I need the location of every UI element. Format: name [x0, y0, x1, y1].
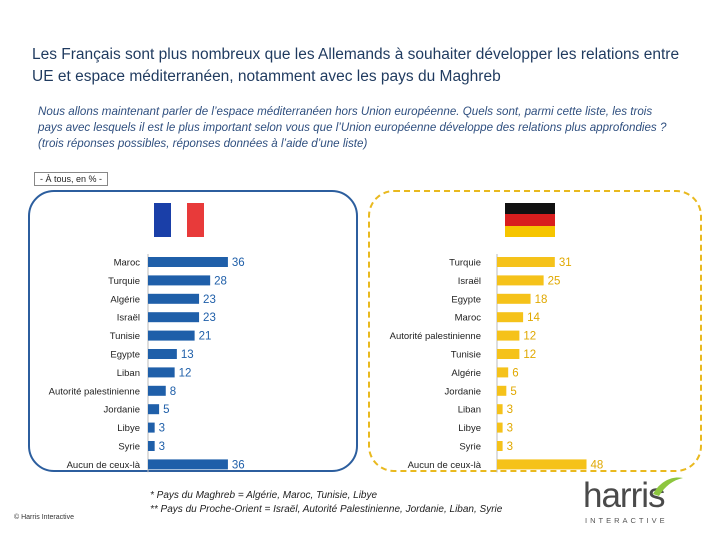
- copyright: © Harris Interactive: [14, 514, 75, 521]
- fr-bar-aucun-de-ceux-la: [148, 459, 228, 470]
- de-bar-autorite-palestinienne: [497, 330, 520, 341]
- de-category-label-algerie: Algérie: [451, 368, 481, 379]
- fr-category-label-maroc: Maroc: [114, 258, 141, 269]
- fr-bar-syrie: [148, 441, 155, 451]
- germany-flag-icon: [505, 203, 555, 237]
- de-category-label-maroc: Maroc: [455, 313, 482, 324]
- fr-category-label-tunisie: Tunisie: [110, 331, 140, 342]
- fr-category-label-algerie: Algérie: [110, 294, 140, 305]
- fr-category-label-turquie: Turquie: [108, 276, 140, 287]
- fr-value-label-israel: 23: [203, 312, 216, 324]
- de-bar-egypte: [497, 293, 531, 304]
- footnote-proche-orient: ** Pays du Proche-Orient = Israël, Autor…: [150, 504, 503, 515]
- chart-title: Les Français sont plus nombreux que les …: [32, 46, 680, 85]
- de-bar-turquie: [497, 257, 555, 267]
- de-bar-jordanie: [497, 385, 507, 396]
- logo-wordmark: harris: [583, 476, 666, 515]
- fr-value-label-algerie: 23: [203, 294, 216, 306]
- de-bar-tunisie: [497, 349, 520, 359]
- logo-subtitle: INTERACTIVE: [585, 516, 668, 525]
- fr-value-label-liban: 12: [179, 367, 192, 379]
- de-category-label-liban: Liban: [458, 405, 481, 416]
- fr-value-label-tunisie: 21: [199, 331, 212, 343]
- fr-bar-jordanie: [148, 404, 160, 415]
- fr-bar-liban: [148, 367, 175, 378]
- de-category-label-autorite-palestinienne: Autorité palestinienne: [390, 331, 481, 342]
- survey-question: Nous allons maintenant parler de l’espac…: [38, 105, 667, 150]
- fr-value-label-syrie: 3: [159, 441, 165, 453]
- de-bar-libye: [497, 422, 503, 433]
- de-category-label-aucun-de-ceux-la: Aucun de ceux-là: [408, 460, 482, 471]
- fr-category-label-israel: Israël: [117, 313, 140, 324]
- de-category-label-turquie: Turquie: [449, 258, 481, 269]
- fr-bar-israel: [148, 312, 200, 323]
- de-value-label-libye: 3: [507, 423, 513, 435]
- de-category-label-egypte: Egypte: [451, 294, 481, 305]
- france-panel: [28, 190, 358, 472]
- fr-category-label-syrie: Syrie: [118, 442, 140, 453]
- de-bar-syrie: [497, 441, 503, 451]
- de-value-label-syrie: 3: [507, 441, 513, 453]
- de-value-label-turquie: 31: [559, 257, 572, 269]
- france-flag-icon: [154, 203, 205, 237]
- de-value-label-autorite-palestinienne: 12: [523, 331, 536, 343]
- fr-bar-tunisie: [148, 330, 195, 341]
- harris-logo: harris INTERACTIVE: [583, 478, 693, 530]
- de-value-label-liban: 3: [507, 404, 513, 416]
- fr-category-label-jordanie: Jordanie: [104, 405, 140, 416]
- footnote-maghreb: * Pays du Maghreb = Algérie, Maroc, Tuni…: [150, 490, 378, 501]
- de-category-label-tunisie: Tunisie: [451, 350, 481, 361]
- fr-category-label-egypte: Egypte: [110, 350, 140, 361]
- footnotes: * Pays du Maghreb = Algérie, Maroc, Tuni…: [150, 489, 502, 517]
- fr-bar-turquie: [148, 275, 211, 286]
- germany-panel: [368, 190, 702, 472]
- de-value-label-algerie: 6: [512, 367, 518, 379]
- de-category-label-syrie: Syrie: [459, 442, 481, 453]
- de-bar-algerie: [497, 367, 509, 378]
- de-value-label-egypte: 18: [535, 294, 548, 306]
- fr-category-label-libye: Libye: [117, 423, 140, 434]
- fr-value-label-maroc: 36: [232, 257, 245, 269]
- fr-bar-egypte: [148, 349, 177, 359]
- de-category-label-libye: Libye: [458, 423, 481, 434]
- de-bar-aucun-de-ceux-la: [497, 459, 587, 470]
- de-bar-liban: [497, 404, 503, 415]
- fr-bar-libye: [148, 422, 155, 433]
- logo-swoosh-icon: [653, 477, 683, 496]
- de-bar-israel: [497, 275, 544, 286]
- fr-value-label-turquie: 28: [214, 275, 227, 287]
- fr-value-label-jordanie: 5: [163, 404, 169, 416]
- fr-bar-algerie: [148, 293, 200, 304]
- fr-category-label-aucun-de-ceux-la: Aucun de ceux-là: [67, 460, 141, 471]
- fr-bar-maroc: [148, 257, 228, 267]
- fr-value-label-autorite-palestinienne: 8: [170, 386, 176, 398]
- de-category-label-israel: Israël: [458, 276, 481, 287]
- de-value-label-jordanie: 5: [510, 386, 516, 398]
- fr-category-label-autorite-palestinienne: Autorité palestinienne: [49, 386, 140, 397]
- de-value-label-israel: 25: [548, 275, 561, 287]
- de-value-label-aucun-de-ceux-la: 48: [591, 459, 604, 471]
- de-bar-maroc: [497, 312, 524, 323]
- fr-value-label-aucun-de-ceux-la: 36: [232, 459, 245, 471]
- fr-category-label-liban: Liban: [117, 368, 140, 379]
- de-value-label-maroc: 14: [527, 312, 540, 324]
- de-category-label-jordanie: Jordanie: [445, 386, 481, 397]
- scope-label: - À tous, en % -: [34, 172, 109, 186]
- de-value-label-tunisie: 12: [523, 349, 536, 361]
- fr-bar-autorite-palestinienne: [148, 385, 166, 396]
- fr-value-label-libye: 3: [159, 423, 165, 435]
- fr-value-label-egypte: 13: [181, 349, 194, 361]
